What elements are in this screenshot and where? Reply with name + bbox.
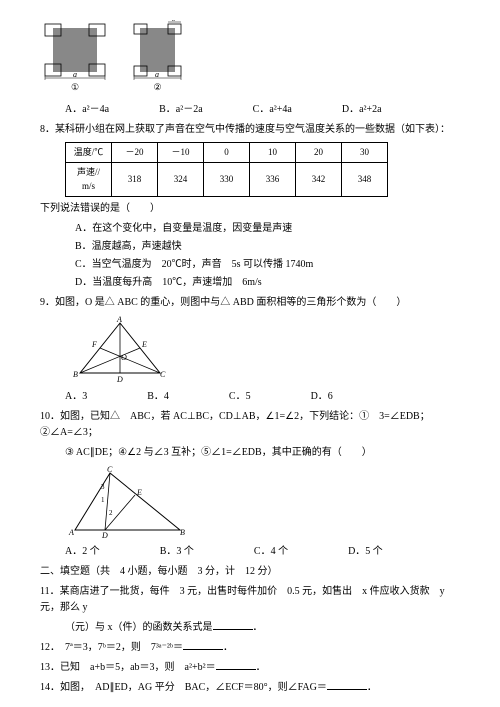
q8-table: 温度/℃－20－10 0102030 声速// m/s318324 330336…: [65, 142, 388, 196]
fig1-label: ①: [40, 80, 110, 94]
q7-choice-d: D．a²+2a: [342, 102, 382, 118]
q12-blank: [183, 649, 223, 650]
q14-blank: [327, 689, 367, 690]
q7-choice-b: B．a²－2a: [159, 102, 203, 118]
figure-2: b a: [130, 20, 185, 80]
q11-text2: （元）与 x（件）的函数关系式是: [65, 622, 213, 633]
svg-text:A: A: [116, 315, 122, 324]
q13-blank: [216, 669, 256, 670]
q8-text: 8．某科研小组在网上获取了声音在空气中传播的速度与空气温度关系的一些数据（如下表…: [40, 122, 460, 138]
q8-opt-a: A．在这个变化中，自变量是温度，因变量是声速: [75, 221, 460, 237]
fig2-label: ②: [130, 80, 185, 94]
q10-choice-a: A．2 个: [65, 544, 100, 560]
q8-opt-c: C．当空气温度为 20℃时，声音 5s 可以传播 1740m: [75, 257, 460, 273]
q9-choice-a: A．3: [65, 389, 87, 405]
q14-text: 14．如图， AD∥ED，AG 平分 BAC，∠ECF＝80°，则∠FAG＝: [40, 682, 327, 693]
q11-blank: [213, 629, 253, 630]
q10-text2: ③ AC∥DE；④∠2 与∠3 互补；⑤∠1=∠EDB，其中正确的有（ ）: [65, 445, 460, 461]
q8-opt-b: B．温度越高，声速越快: [75, 239, 460, 255]
svg-text:D: D: [116, 375, 123, 384]
svg-text:1: 1: [101, 496, 105, 504]
q9-choice-b: B．4: [147, 389, 169, 405]
svg-text:a: a: [155, 70, 159, 79]
svg-text:2: 2: [109, 509, 113, 517]
q7-choice-c: C．a²+4a: [253, 102, 292, 118]
svg-text:C: C: [107, 465, 113, 474]
q10-choice-b: B．3 个: [160, 544, 194, 560]
section-2-header: 二、填空题（共 4 小题，每小题 3 分，计 12 分）: [40, 564, 460, 580]
svg-text:F: F: [91, 340, 97, 349]
q10-choice-d: D．5 个: [348, 544, 383, 560]
figure-1: a: [40, 20, 110, 80]
q9-text: 9．如图，O 是△ ABC 的重心，则图中与△ ABD 面积相等的三角形个数为（…: [40, 295, 460, 311]
q12-text: 12． 7ª＝3，7ᵇ＝2，则 7³ᵃ⁻²ᵇ＝: [40, 642, 183, 653]
q8-opt-d: D．当温度每升高 10℃，声速增加 6m/s: [75, 275, 460, 291]
q13-text: 13．已知 a+b＝5，ab＝3，则 a²+b²＝: [40, 662, 216, 673]
svg-text:C: C: [160, 370, 166, 379]
svg-text:D: D: [101, 531, 108, 540]
q9-choice-d: D．6: [311, 389, 333, 405]
q7-choice-a: A．a²－4a: [65, 102, 109, 118]
svg-text:B: B: [73, 370, 78, 379]
q8-subtext: 下列说法错误的是（ ）: [40, 201, 460, 217]
svg-text:E: E: [141, 340, 147, 349]
q11-text: 11．某商店进了一批货，每件 3 元，出售时每件加价 0.5 元，如售出 x 件…: [40, 584, 460, 616]
q9-figure: A B C D E F O: [65, 315, 175, 385]
q10-choice-c: C．4 个: [254, 544, 288, 560]
svg-text:B: B: [180, 528, 185, 537]
svg-text:O: O: [121, 353, 127, 362]
svg-text:a: a: [73, 70, 77, 79]
q10-text: 10．如图，已知△ ABC，若 AC⊥BC，CD⊥AB，∠1=∠2，下列结论：①…: [40, 409, 460, 441]
svg-text:E: E: [136, 488, 142, 497]
svg-text:A: A: [68, 528, 74, 537]
svg-text:b: b: [172, 20, 176, 23]
q10-figure: C A B D E 3 1 2: [65, 465, 195, 540]
q9-choice-c: C．5: [229, 389, 251, 405]
svg-text:3: 3: [101, 483, 105, 491]
